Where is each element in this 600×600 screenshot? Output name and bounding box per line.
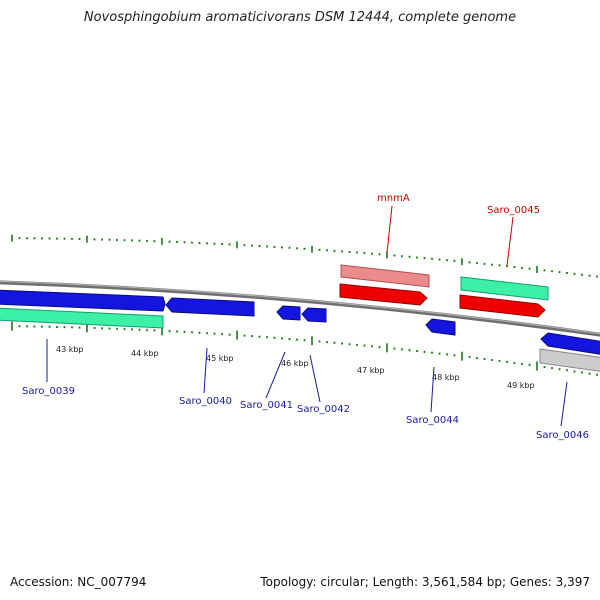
gene-label-mnma[interactable]: mnmA	[377, 193, 410, 204]
tick-ring-inner	[11, 321, 598, 376]
topology-stats-text: Topology: circular; Length: 3,561,584 bp…	[260, 575, 590, 589]
kbp-label-45: 45 kbp	[206, 354, 234, 363]
kbp-label-47: 47 kbp	[357, 366, 385, 375]
gene-label-saro-0044[interactable]: Saro_0044	[406, 415, 459, 426]
gene-label-saro-0041[interactable]: Saro_0041	[240, 400, 293, 411]
genome-backbone	[0, 280, 600, 337]
map-title: Novosphingobium aromaticivorans DSM 1244…	[83, 10, 517, 25]
gene-arrow-mnma[interactable]	[339, 283, 428, 306]
gene-arrow-saro-0040[interactable]	[165, 297, 255, 317]
gene-arrow-saro-0044[interactable]	[425, 318, 456, 336]
gene-label-saro-0045[interactable]: Saro_0045	[487, 205, 540, 216]
gene-arrow-saro-0046[interactable]	[540, 332, 600, 355]
leader-lines-blue	[46, 339, 568, 427]
kbp-label-48: 48 kbp	[432, 373, 460, 382]
feature-mint-saro-0045[interactable]	[460, 276, 549, 301]
gene-label-saro-0046[interactable]: Saro_0046	[536, 430, 589, 441]
gene-label-saro-0039[interactable]: Saro_0039	[22, 386, 75, 397]
gene-arrow-saro-0039[interactable]	[0, 289, 166, 312]
tick-ring-outer	[11, 234, 598, 278]
gene-label-saro-0042[interactable]: Saro_0042	[297, 404, 350, 415]
gene-arrow-saro-0042[interactable]	[301, 307, 327, 323]
kbp-label-46: 46 kbp	[281, 359, 309, 368]
accession-text: Accession: NC_007794	[10, 575, 147, 589]
kbp-label-43: 43 kbp	[56, 345, 84, 354]
leader-lines-red	[386, 205, 514, 267]
feature-gray-right[interactable]	[539, 348, 600, 372]
kbp-label-44: 44 kbp	[131, 349, 159, 358]
gene-arrow-saro-0045[interactable]	[459, 294, 546, 318]
feature-mint-left[interactable]	[0, 307, 164, 329]
kbp-label-49: 49 kbp	[507, 381, 535, 390]
gene-label-saro-0040[interactable]: Saro_0040	[179, 396, 232, 407]
feature-pink-mnma[interactable]	[340, 264, 430, 288]
gene-arrow-saro-0041[interactable]	[276, 305, 301, 321]
